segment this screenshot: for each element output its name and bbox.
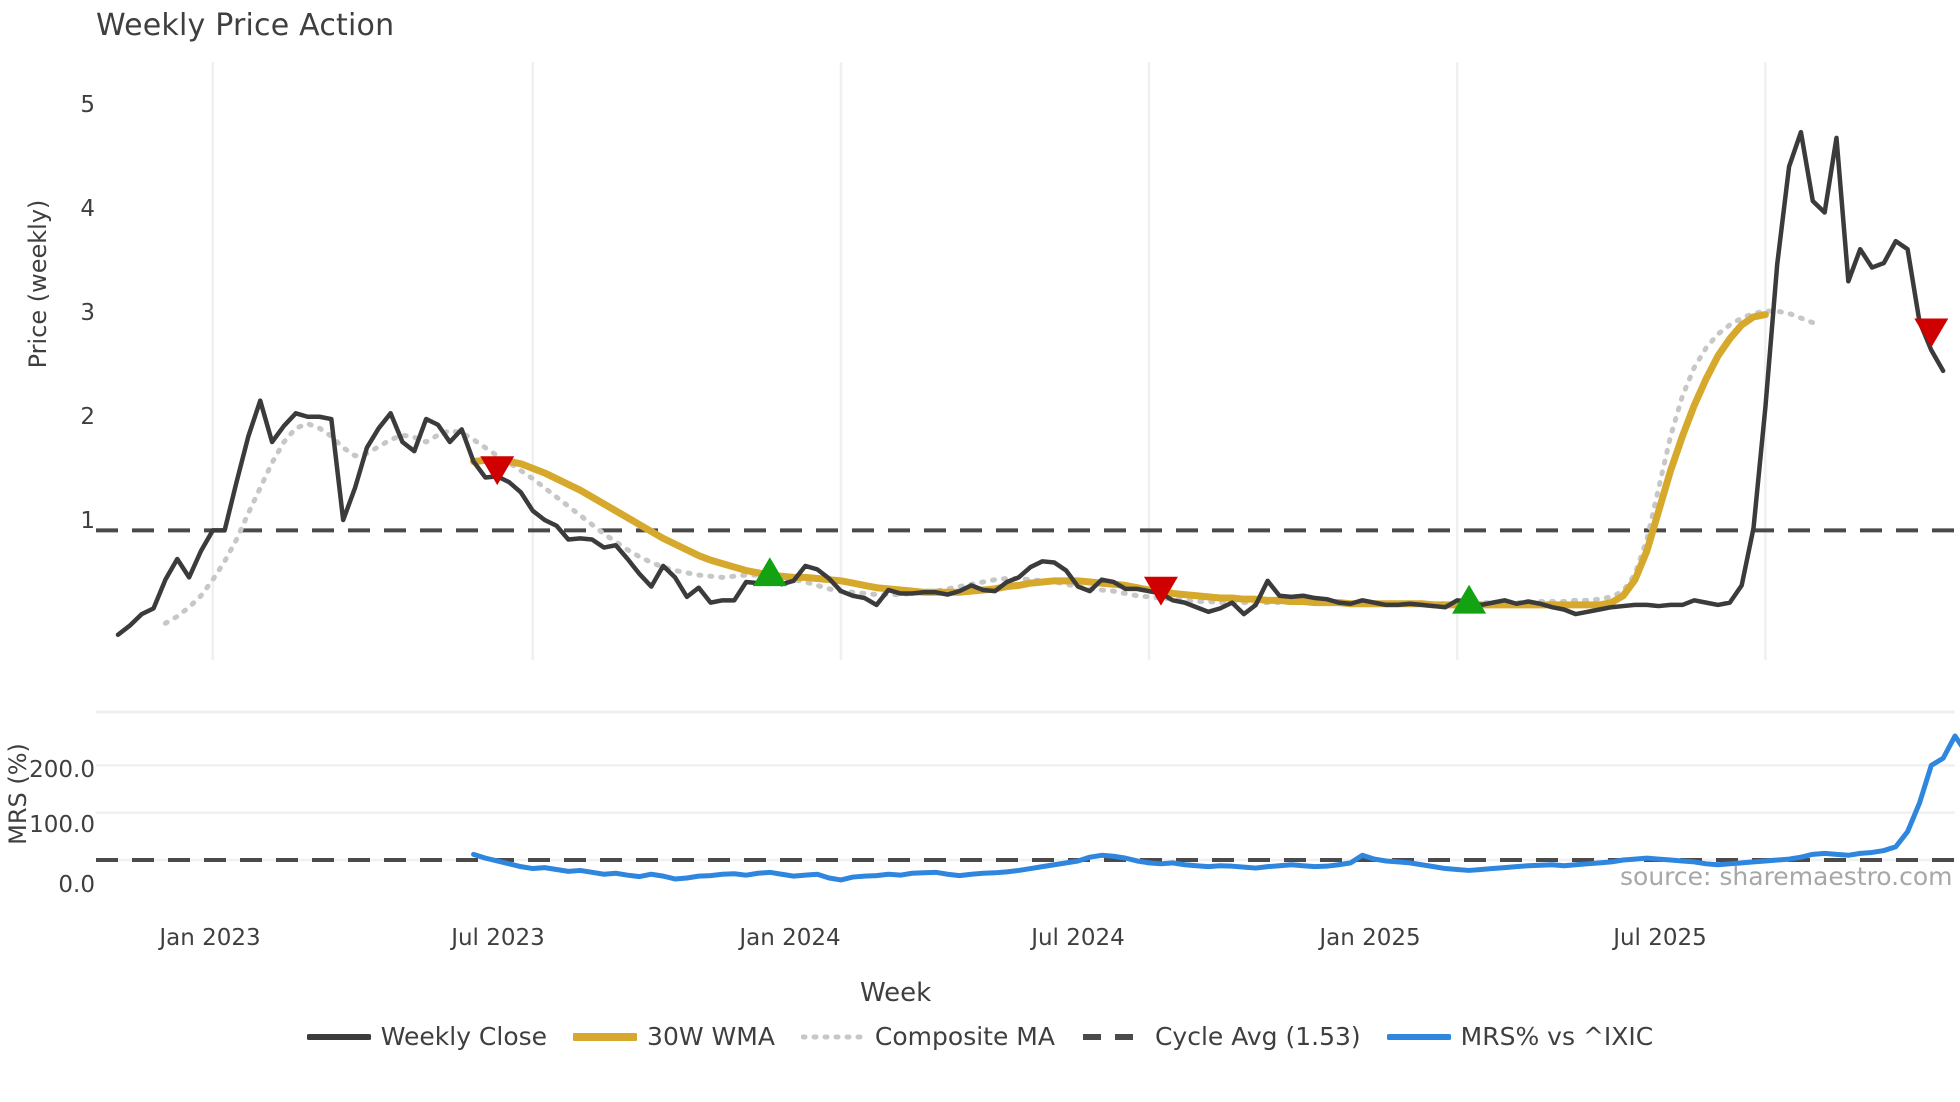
buy-signal-marker [1452,584,1487,614]
legend-entry-weekly-close[interactable]: Weekly Close [306,1022,548,1051]
legend-swatch-solid-icon [1386,1033,1451,1040]
sell-signal-marker [1914,318,1949,348]
price-ytick-4: 4 [80,196,95,222]
series-30w-wma [470,311,1769,609]
price-series-layer [96,129,1955,638]
series-weekly-close [115,129,1946,638]
xtick-jan-2025: Jan 2025 [1319,925,1421,951]
mrs-ytick-100: 100.0 [29,812,95,838]
chart-title: Weekly Price Action [96,8,395,43]
xtick-jul-2024: Jul 2024 [1031,925,1125,951]
price-ytick-1: 1 [80,508,95,534]
xtick-jul-2023: Jul 2023 [451,925,545,951]
series-mrs-pct [471,733,1960,883]
price-ytick-5: 5 [80,92,95,118]
legend-entry-cycle-avg-1-53[interactable]: Cycle Avg (1.53) [1081,1022,1361,1051]
xtick-jan-2023: Jan 2023 [159,925,261,951]
sell-signal-marker [480,456,515,486]
price-ytick-2: 2 [80,404,95,430]
legend-swatch-dotted-icon [800,1034,865,1039]
legend-label: 30W WMA [647,1022,775,1051]
legend-swatch-dashed-icon [1082,1033,1143,1040]
legend-swatch-solid-icon [573,1032,638,1041]
xtick-jan-2024: Jan 2024 [739,925,841,951]
legend-entry-composite-ma[interactable]: Composite MA [800,1022,1055,1051]
xtick-jul-2025: Jul 2025 [1613,925,1707,951]
legend-label: Cycle Avg (1.53) [1154,1022,1361,1051]
source-watermark: source: sharemaestro.com [1620,862,1953,891]
legend-swatch-solid-icon [306,1033,371,1040]
legend-entry-mrs-vs-ixic[interactable]: MRS% vs ^IXIC [1386,1022,1654,1051]
legend-label: Composite MA [874,1022,1055,1051]
legend-entry-30w-wma[interactable]: 30W WMA [573,1022,775,1051]
sell-signal-marker [1143,576,1178,606]
mrs-series-layer [96,733,1960,883]
mrs-ytick-0: 0.0 [58,872,95,898]
legend-label: Weekly Close [380,1022,548,1051]
series-composite-ma [162,308,1816,626]
buy-signal-marker [752,557,787,587]
signal-markers-layer [480,318,1949,614]
chart-legend: Weekly Close 30W WMA Composite MA Cycle Avg… [0,1022,1960,1051]
x-axis-label: Week [860,978,932,1008]
price-ytick-3: 3 [80,300,95,326]
mrs-ytick-200: 200.0 [29,757,95,783]
legend-label: MRS% vs ^IXIC [1460,1022,1654,1051]
